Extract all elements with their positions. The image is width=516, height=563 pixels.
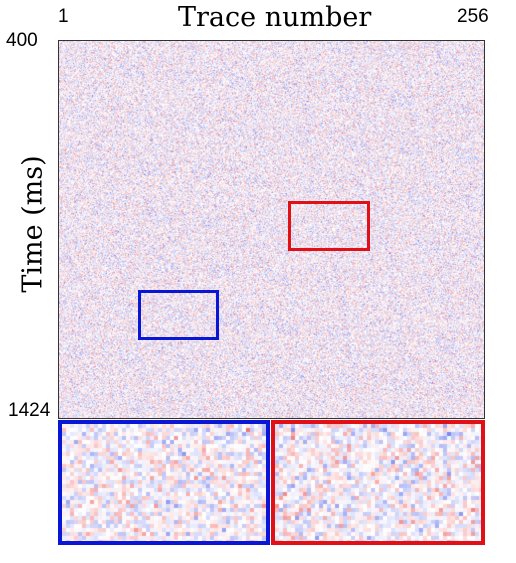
red-zoom-inset-image: [275, 424, 481, 541]
x-tick-start: 1: [58, 6, 69, 27]
blue-zoom-inset: [58, 420, 270, 545]
seismic-section-image: [58, 40, 485, 419]
blue-zoom-inset-image: [62, 424, 266, 541]
x-tick-end: 256: [457, 6, 489, 27]
red-zoom-inset: [271, 420, 485, 545]
y-axis-label: Time (ms): [17, 155, 49, 293]
plot-title: Trace number: [178, 2, 372, 33]
blue-zoom-region-box: [138, 290, 219, 340]
y-tick-end: 1424: [8, 400, 51, 421]
y-tick-start: 400: [6, 30, 38, 51]
red-zoom-region-box: [288, 201, 370, 251]
